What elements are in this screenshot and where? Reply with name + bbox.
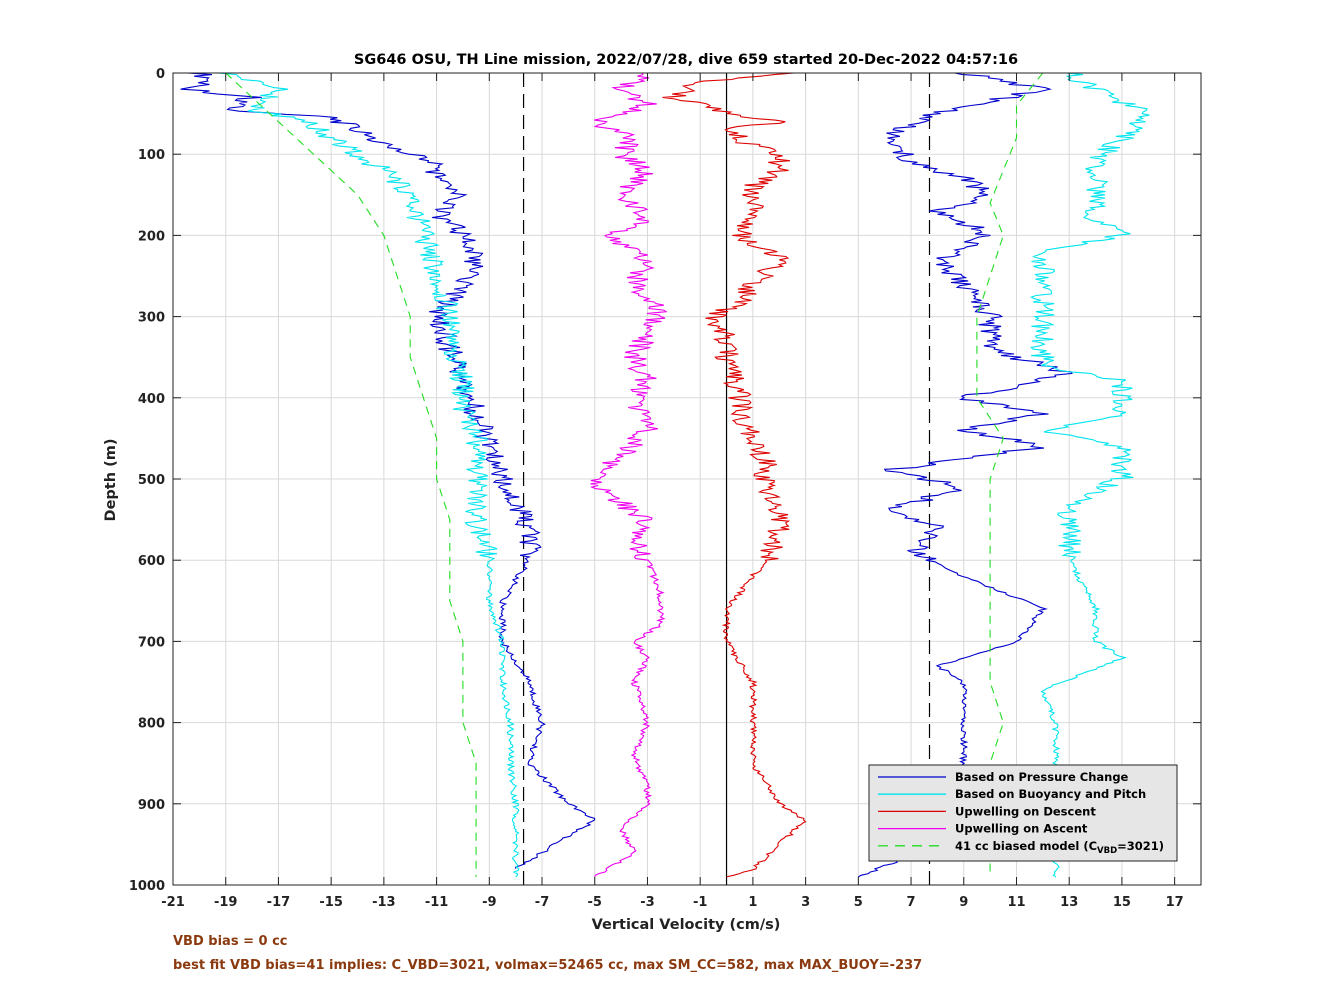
legend-label-subscript: VBD	[1097, 846, 1117, 856]
series-line	[976, 72, 1044, 877]
grid	[172, 72, 1201, 886]
chart-title: SG646 OSU, TH Line mission, 2022/07/28, …	[354, 52, 1018, 68]
series-1	[180, 72, 1073, 878]
series-line	[180, 72, 596, 869]
series-line	[1029, 72, 1150, 878]
y-tick-label: 0	[156, 67, 165, 82]
x-tick-label: -11	[425, 895, 449, 910]
legend: Based on Pressure Change Based on Buoyanc…	[868, 764, 1178, 862]
legend-label: Based on Pressure Change	[955, 770, 1129, 784]
x-tick-label: 1	[748, 895, 757, 910]
y-tick-label: 900	[138, 798, 165, 813]
y-tick-label: 1000	[129, 879, 165, 894]
x-tick-label: -21	[161, 895, 185, 910]
legend-label: Upwelling on Descent	[955, 804, 1096, 818]
x-tick-label: -5	[588, 895, 602, 910]
legend-label-main: 41 cc biased model (C	[955, 839, 1097, 853]
best-fit-note: best fit VBD bias=41 implies: C_VBD=3021…	[173, 958, 923, 973]
series-line	[858, 72, 1073, 878]
x-tick-label: -9	[482, 895, 496, 910]
x-tick-label: 11	[1007, 895, 1025, 910]
x-tick-label: -7	[535, 895, 549, 910]
series-layer	[180, 72, 1150, 878]
y-tick-label: 100	[138, 148, 165, 163]
y-tick-label: 600	[138, 554, 165, 569]
x-tick-label: -19	[214, 895, 238, 910]
series-line	[662, 72, 807, 878]
legend-label: Based on Buoyancy and Pitch	[955, 787, 1146, 801]
series-3	[662, 72, 807, 878]
legend-label-tail: =3021)	[1117, 839, 1164, 853]
x-tick-label: 7	[907, 895, 916, 910]
ticks: -21 -19 -17 -15 -13 -11 -9 -7 -5 -3 -1 1 3 5 7 9 11 13 15 1…	[129, 67, 1201, 910]
x-tick-label: 17	[1166, 895, 1184, 910]
legend-label: Upwelling on Ascent	[955, 822, 1088, 836]
x-tick-label: -3	[640, 895, 654, 910]
series-5	[225, 72, 1044, 877]
x-tick-label: 5	[854, 895, 863, 910]
y-axis-label: Depth (m)	[103, 439, 119, 522]
y-tick-label: 300	[138, 311, 165, 326]
x-tick-label: 13	[1060, 895, 1078, 910]
vbd-bias-note: VBD bias = 0 cc	[173, 934, 288, 949]
x-axis-label: Vertical Velocity (cm/s)	[592, 917, 781, 933]
x-tick-label: -1	[693, 895, 707, 910]
x-tick-label: 3	[801, 895, 810, 910]
series-2	[218, 72, 1150, 878]
x-tick-label: -17	[267, 895, 291, 910]
y-tick-label: 500	[138, 473, 165, 488]
series-4	[589, 72, 668, 878]
reference-lines	[522, 73, 931, 885]
x-tick-label: 9	[959, 895, 968, 910]
series-line	[589, 72, 668, 878]
y-tick-label: 700	[138, 635, 165, 650]
x-tick-label: -15	[319, 895, 343, 910]
legend-label: 41 cc biased model (CVBD=3021)	[955, 839, 1164, 856]
x-tick-label: -13	[372, 895, 396, 910]
x-tick-label: 15	[1113, 895, 1131, 910]
series-line	[218, 72, 520, 878]
y-tick-label: 200	[138, 229, 165, 244]
y-tick-label: 400	[138, 392, 165, 407]
y-tick-label: 800	[138, 717, 165, 732]
legend-box	[868, 764, 1178, 862]
series-line	[225, 72, 477, 877]
